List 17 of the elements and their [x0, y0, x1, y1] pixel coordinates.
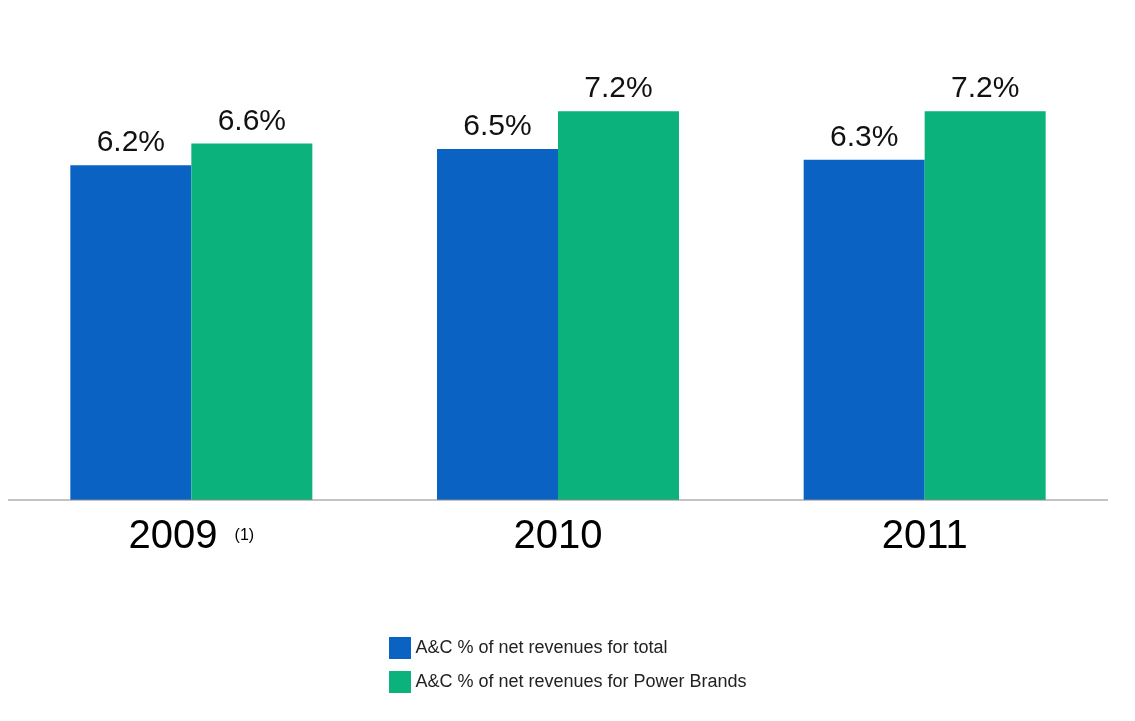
bar	[70, 165, 192, 500]
bar	[558, 111, 679, 500]
data-label: 7.2%	[950, 70, 1020, 104]
bar	[924, 111, 1046, 500]
x-tick-label: 2009 $^{(1)}$	[128, 512, 255, 556]
data-label: 6.3%	[829, 118, 899, 152]
data-label: 7.2%	[584, 70, 653, 104]
legend-label: A&C % of net revenues for Power Brands	[415, 671, 747, 691]
legend-label: A&C % of net revenues for total	[415, 637, 668, 657]
bar	[437, 149, 558, 500]
data-label: 6.5%	[463, 108, 532, 141]
data-label: 6.2%	[96, 124, 166, 158]
x-tick-label: 2011	[881, 512, 968, 556]
bar	[803, 159, 925, 500]
bar	[191, 143, 313, 500]
data-label: 6.6%	[217, 102, 287, 136]
x-tick-label: 2010	[513, 512, 603, 556]
